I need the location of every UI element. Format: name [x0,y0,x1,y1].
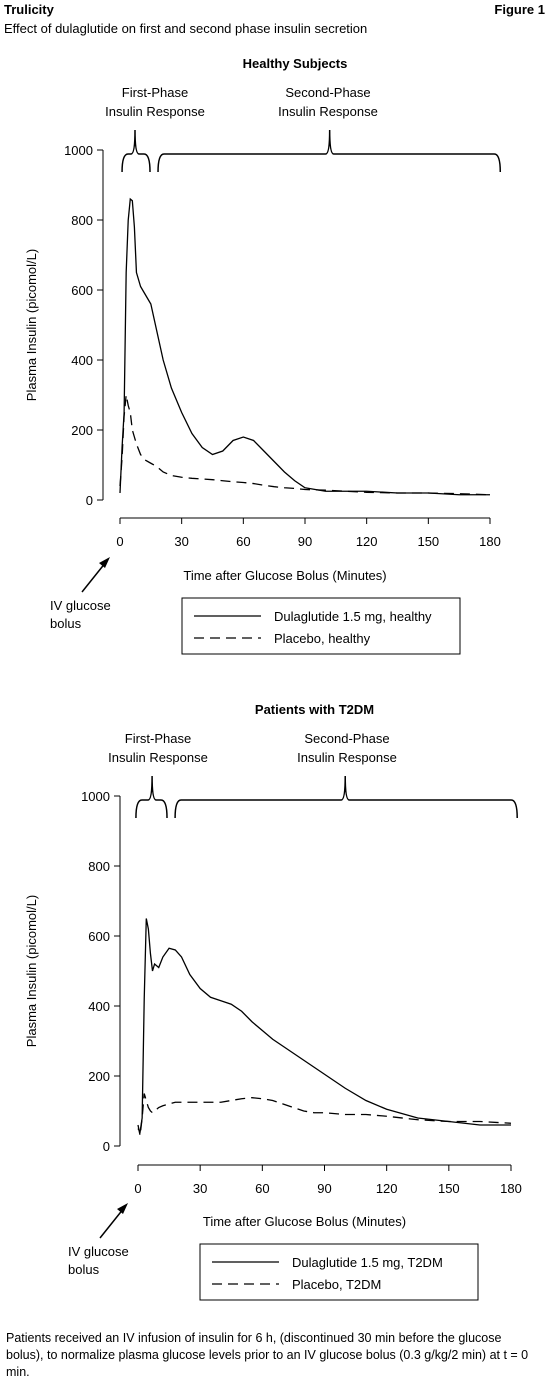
phase-label: Insulin Response [297,750,397,765]
phase-label: First-Phase [122,85,188,100]
phase-bracket [121,129,151,173]
phase-label: Insulin Response [278,104,378,119]
arrow-head [117,1203,128,1214]
arrow-shaft [99,1207,125,1239]
chart-title: Patients with T2DM [255,702,374,717]
x-tick-label: 180 [479,534,501,549]
figure-label: Figure 1 [494,2,545,17]
phase-bracket [174,775,518,819]
legend-label: Placebo, T2DM [292,1277,381,1292]
phase-bracket [135,775,168,819]
arrow-label: IV glucose [68,1244,129,1259]
y-tick-label: 800 [71,213,93,228]
arrow-label: IV glucose [50,598,111,613]
phase-label: Insulin Response [108,750,208,765]
arrow-shaft [81,561,107,593]
phase-label: Second-Phase [285,85,370,100]
y-tick-label: 600 [88,929,110,944]
x-axis-label: Time after Glucose Bolus (Minutes) [203,1214,406,1229]
x-tick-label: 30 [193,1181,207,1196]
arrow-label: bolus [68,1262,100,1277]
phase-label: Second-Phase [304,731,389,746]
y-tick-label: 800 [88,859,110,874]
x-tick-label: 0 [134,1181,141,1196]
y-tick-label: 200 [88,1069,110,1084]
x-axis-label: Time after Glucose Bolus (Minutes) [183,568,386,583]
series-line [137,918,511,1134]
x-tick-label: 180 [500,1181,522,1196]
x-tick-label: 90 [298,534,312,549]
x-tick-label: 0 [116,534,123,549]
legend-label: Placebo, healthy [274,631,371,646]
chart-title: Healthy Subjects [243,56,348,71]
legend-box [181,597,461,655]
y-axis-label: Plasma Insulin (picomol/L) [24,249,39,401]
phase-label: First-Phase [125,731,191,746]
x-tick-label: 120 [356,534,378,549]
arrow-label: bolus [50,616,82,631]
x-tick-label: 30 [174,534,188,549]
phase-bracket [157,129,502,173]
x-tick-label: 60 [236,534,250,549]
x-tick-label: 90 [317,1181,331,1196]
series-line [137,1093,512,1136]
x-tick-label: 150 [438,1181,460,1196]
phase-label: Insulin Response [105,104,205,119]
legend-label: Dulaglutide 1.5 mg, healthy [274,609,432,624]
figure-subtitle: Effect of dulaglutide on first and secon… [4,21,368,36]
y-tick-label: 0 [103,1139,110,1154]
y-tick-label: 200 [71,423,93,438]
y-axis-label: Plasma Insulin (picomol/L) [24,895,39,1047]
product-name: Trulicity [4,2,54,17]
series-line [119,394,491,496]
x-tick-label: 120 [376,1181,398,1196]
legend-box [199,1243,479,1301]
footnote: Patients received an IV infusion of insu… [6,1331,529,1379]
y-tick-label: 1000 [64,143,93,158]
y-tick-label: 0 [86,493,93,508]
arrow-head [99,557,110,568]
x-tick-label: 60 [255,1181,269,1196]
x-tick-label: 150 [417,534,439,549]
y-tick-label: 400 [71,353,93,368]
y-tick-label: 600 [71,283,93,298]
legend-label: Dulaglutide 1.5 mg, T2DM [292,1255,443,1270]
y-tick-label: 1000 [81,789,110,804]
y-tick-label: 400 [88,999,110,1014]
series-line [119,197,490,496]
